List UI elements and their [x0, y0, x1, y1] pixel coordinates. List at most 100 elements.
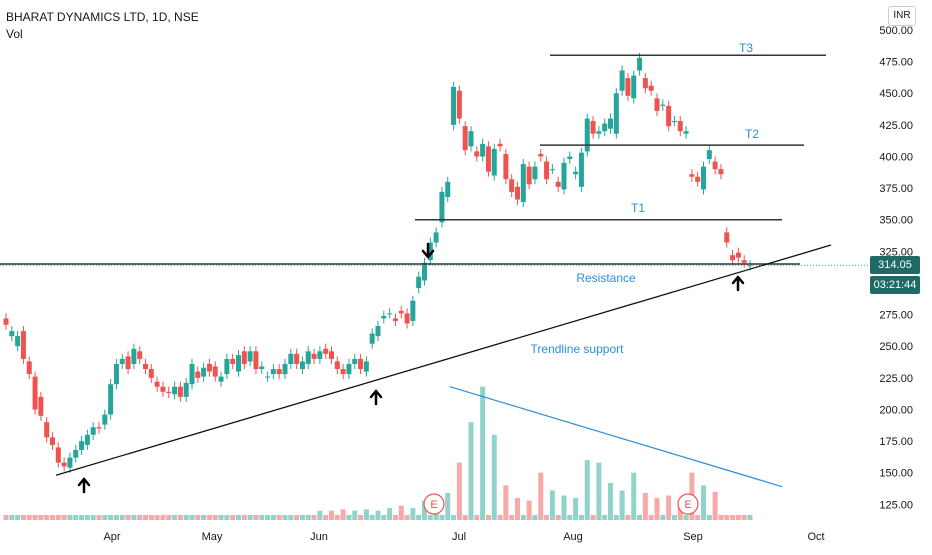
volume-bar	[224, 515, 230, 520]
candle-body	[84, 434, 90, 445]
volume-bar	[480, 386, 486, 520]
volume-bar	[236, 515, 241, 520]
candle-body	[671, 121, 677, 123]
candle-body	[608, 118, 613, 129]
candle-body	[90, 427, 96, 435]
volume-bar	[695, 515, 701, 520]
candle-body	[224, 358, 230, 375]
candle-body	[375, 326, 381, 337]
candle-body	[61, 462, 67, 467]
y-axis-tick-label: 425.00	[879, 120, 913, 132]
y-axis-tick-label: 475.00	[879, 57, 913, 69]
volume-trendline	[449, 386, 783, 488]
candle-body	[637, 57, 643, 71]
annotation-resistance: Resistance	[576, 271, 636, 285]
volume-bar	[596, 462, 602, 520]
candle-body	[648, 85, 654, 91]
volume-bar	[369, 515, 375, 520]
bar-countdown-badge: 03:21:44	[870, 276, 920, 294]
candle-body	[613, 93, 619, 134]
volume-bar	[32, 515, 38, 520]
candle-body	[567, 156, 573, 160]
candle-body	[427, 242, 433, 261]
volume-bar	[561, 495, 567, 520]
volume-bar	[177, 515, 183, 520]
volume-bar	[648, 515, 654, 520]
candle-body	[96, 427, 102, 429]
volume-bar	[9, 515, 15, 520]
volume-bar	[671, 515, 677, 520]
candle-body	[422, 262, 427, 281]
volume-bar	[706, 515, 712, 520]
candle-body	[218, 376, 224, 382]
candle-body	[497, 143, 503, 147]
volume-bar	[741, 515, 747, 520]
annotation-trendline: Trendline support	[531, 342, 625, 356]
x-axis-tick-label: Sep	[683, 531, 703, 543]
y-axis-tick-label: 500.00	[879, 25, 913, 37]
volume-bar	[50, 515, 55, 520]
volume-bar	[538, 472, 544, 520]
candle-body	[451, 86, 457, 125]
candle-body	[299, 361, 305, 370]
volume-bar	[712, 491, 718, 520]
volume-bar	[38, 515, 44, 520]
candle-body	[706, 150, 712, 160]
candle-body	[160, 386, 166, 392]
volume-bar	[137, 515, 143, 520]
arrow-up-icon	[731, 275, 745, 292]
volume-bar	[730, 515, 736, 520]
candle-body	[311, 353, 317, 359]
volume-bar	[381, 515, 387, 520]
volume-bar	[247, 515, 253, 520]
candle-body	[323, 348, 329, 354]
candle-body	[416, 276, 422, 289]
volume-bar	[154, 515, 160, 520]
volume-indicator-label[interactable]: Vol	[6, 27, 23, 41]
volume-bar	[613, 515, 619, 520]
candle-body	[404, 313, 410, 324]
y-axis-tick-label: 225.00	[879, 373, 913, 385]
volume-bar	[701, 485, 706, 520]
candle-body	[259, 366, 265, 370]
volume-bar	[422, 500, 427, 520]
candle-body	[398, 310, 404, 314]
candle-body	[9, 331, 15, 337]
candle-body	[334, 361, 340, 370]
volume-bar	[90, 515, 96, 520]
volume-bar	[637, 515, 643, 520]
candle-body	[718, 169, 724, 175]
candle-body	[125, 356, 131, 370]
volume-bar	[654, 498, 660, 520]
candle-body	[119, 358, 125, 364]
volume-bar	[404, 515, 410, 520]
candle-body	[735, 252, 741, 258]
volume-bar	[683, 515, 689, 520]
earnings-marker-icon	[423, 493, 445, 515]
candle-body	[50, 437, 55, 445]
volume-bar	[555, 515, 561, 520]
volume-bar	[392, 515, 398, 520]
volume-bar	[206, 515, 212, 520]
currency-button[interactable]: INR	[888, 6, 916, 26]
candle-body	[241, 351, 247, 364]
volume-bar	[270, 515, 276, 520]
volume-bar	[608, 482, 613, 520]
volume-bar	[509, 515, 515, 520]
candle-body	[340, 369, 346, 375]
candle-body	[555, 181, 561, 187]
candle-body	[433, 232, 439, 243]
candle-body	[642, 78, 648, 89]
candle-body	[515, 186, 520, 200]
candle-body	[544, 161, 550, 180]
volume-bar	[363, 509, 369, 520]
candle-body	[73, 449, 79, 458]
volume-bar	[462, 515, 468, 520]
y-axis-tick-label: 200.00	[879, 404, 913, 416]
volume-bar	[143, 515, 148, 520]
candle-body	[730, 255, 736, 261]
candle-body	[143, 363, 148, 370]
candle-body	[689, 174, 695, 177]
